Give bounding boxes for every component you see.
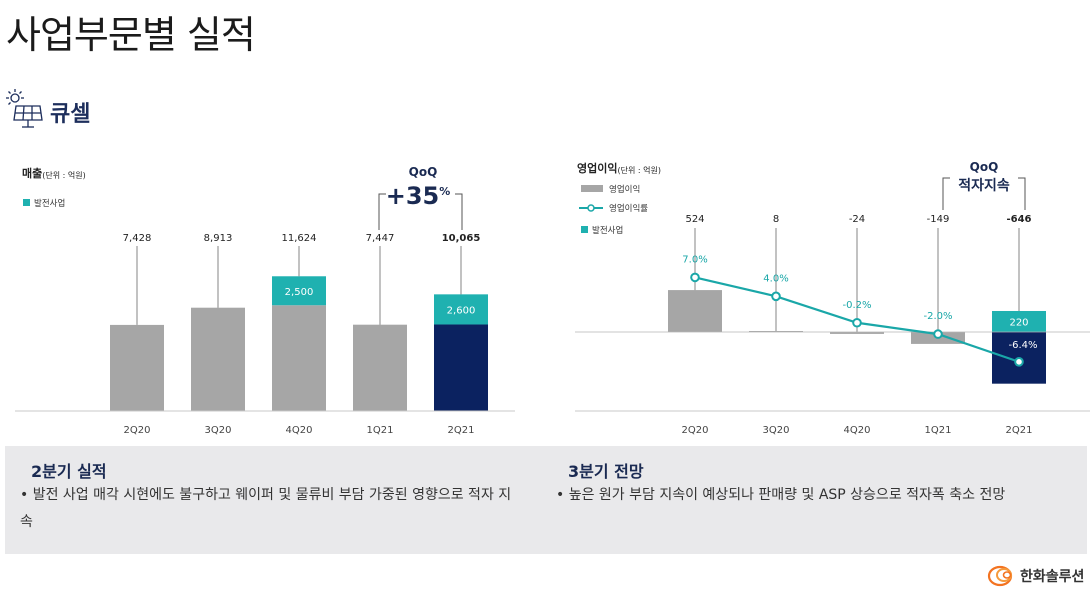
tick-label-1Q21: 1Q21: [367, 425, 394, 436]
qoq-value: +35%: [386, 182, 451, 210]
page-title: 사업부문별 실적: [6, 13, 256, 57]
bar-base-1Q21: [353, 324, 407, 411]
outlook-heading: 3분기 전망: [568, 462, 644, 481]
legend-label-profit: 영업이익: [609, 184, 640, 195]
tick-label-1Q21: 1Q21: [925, 425, 952, 436]
bar-base-3Q20: [191, 307, 245, 411]
tick-label-4Q20: 4Q20: [286, 425, 313, 436]
margin-label-1Q21: -2.0%: [923, 311, 952, 322]
hanwha-logo-icon: [987, 565, 1013, 587]
margin-label-2Q21: -6.4%: [1008, 340, 1037, 351]
qoq-bracket-left: [378, 193, 386, 230]
tick-label-2Q20: 2Q20: [682, 425, 709, 436]
power-label-2Q21: 220: [1009, 317, 1028, 328]
power-label-4Q20: 2,500: [285, 287, 314, 298]
legend-label-margin: 영업이익률: [609, 203, 648, 214]
bar-base-2Q21: [434, 324, 488, 411]
total-label-1Q21: 7,447: [366, 233, 395, 244]
bar-power-2Q21: [434, 294, 488, 325]
bar-base-2Q20: [110, 324, 164, 411]
revenue-chart: 매출(단위 : 억원) 발전사업 7,428 2Q20 8,913 3Q20 2,500…: [15, 165, 515, 436]
current-heading: 2분기 실적: [31, 462, 107, 481]
qoq-bracket-right: [1018, 177, 1026, 210]
legend-swatch-profit: [581, 185, 603, 192]
margin-point-4Q20: [852, 317, 862, 328]
margin-label-2Q20: 7.0%: [682, 254, 707, 265]
profit-label-4Q20: -24: [849, 214, 865, 225]
solar-panel-icon: [6, 89, 43, 128]
bar-power-4Q20: [272, 276, 326, 306]
summary-panel: 2분기 실적 • 발전 사업 매각 시현에도 불구하고 웨이퍼 및 물류비 부담…: [5, 446, 1087, 554]
bar-profit-3Q20: [749, 331, 803, 332]
qoq-label: QoQ: [970, 160, 999, 174]
section-title: 큐셀: [50, 102, 91, 127]
margin-point-1Q21: [933, 329, 943, 339]
tick-label-3Q20: 3Q20: [205, 425, 232, 436]
margin-point-2Q20: [690, 272, 700, 283]
company-logo-text: 한화솔루션: [1020, 569, 1085, 585]
bar-power-2Q21: [992, 310, 1046, 332]
legend-label-power: 발전사업: [592, 225, 623, 236]
margin-point-2Q21: [1014, 357, 1024, 367]
outlook-text: • 높은 원가 부담 지속이 예상되나 판매량 및 ASP 상승으로 적자폭 축…: [556, 487, 1006, 503]
bar-base-4Q20: [272, 305, 326, 411]
tick-label-2Q20: 2Q20: [124, 425, 151, 436]
operating-profit-chart: 영업이익(단위 : 억원) 영업이익 영업이익률 발전사업 524 2Q20 8 3Q…: [575, 160, 1090, 436]
total-label-4Q20: 11,624: [282, 233, 317, 244]
tick-label-4Q20: 4Q20: [844, 425, 871, 436]
tick-label-2Q21: 2Q21: [1006, 425, 1033, 436]
current-text: • 발전 사업 매각 시현에도 불구하고 웨이퍼 및 물류비 부담 가중된 영향…: [20, 487, 512, 530]
profit-label-3Q20: 8: [773, 214, 779, 225]
margin-label-3Q20: 4.0%: [763, 273, 788, 284]
profit-label-2Q20: 524: [685, 214, 704, 225]
qoq-bracket-left: [942, 177, 950, 210]
bar-profit-2Q20: [668, 290, 722, 332]
qoq-label: QoQ: [409, 165, 438, 179]
tick-label-2Q21: 2Q21: [448, 425, 475, 436]
margin-label-4Q20: -0.2%: [842, 300, 871, 311]
bar-profit-4Q20: [830, 332, 884, 334]
power-label-2Q21: 2,600: [447, 305, 476, 316]
legend-swatch-power: [581, 226, 588, 233]
legend-label-power: 발전사업: [34, 198, 65, 209]
qoq-value: 적자지속: [958, 177, 1010, 194]
legend-marker-margin: [587, 204, 595, 212]
chart-title: 매출(단위 : 억원): [22, 166, 86, 180]
profit-label-2Q21: -646: [1006, 214, 1031, 225]
total-label-3Q20: 8,913: [204, 233, 233, 244]
legend-swatch-power: [23, 199, 30, 206]
total-label-2Q20: 7,428: [123, 233, 152, 244]
total-label-2Q21: 10,065: [442, 233, 481, 244]
qoq-bracket-right: [455, 193, 463, 230]
profit-label-1Q21: -149: [927, 214, 950, 225]
chart-title: 영업이익(단위 : 억원): [577, 161, 661, 175]
margin-point-3Q20: [771, 291, 781, 302]
tick-label-3Q20: 3Q20: [763, 425, 790, 436]
